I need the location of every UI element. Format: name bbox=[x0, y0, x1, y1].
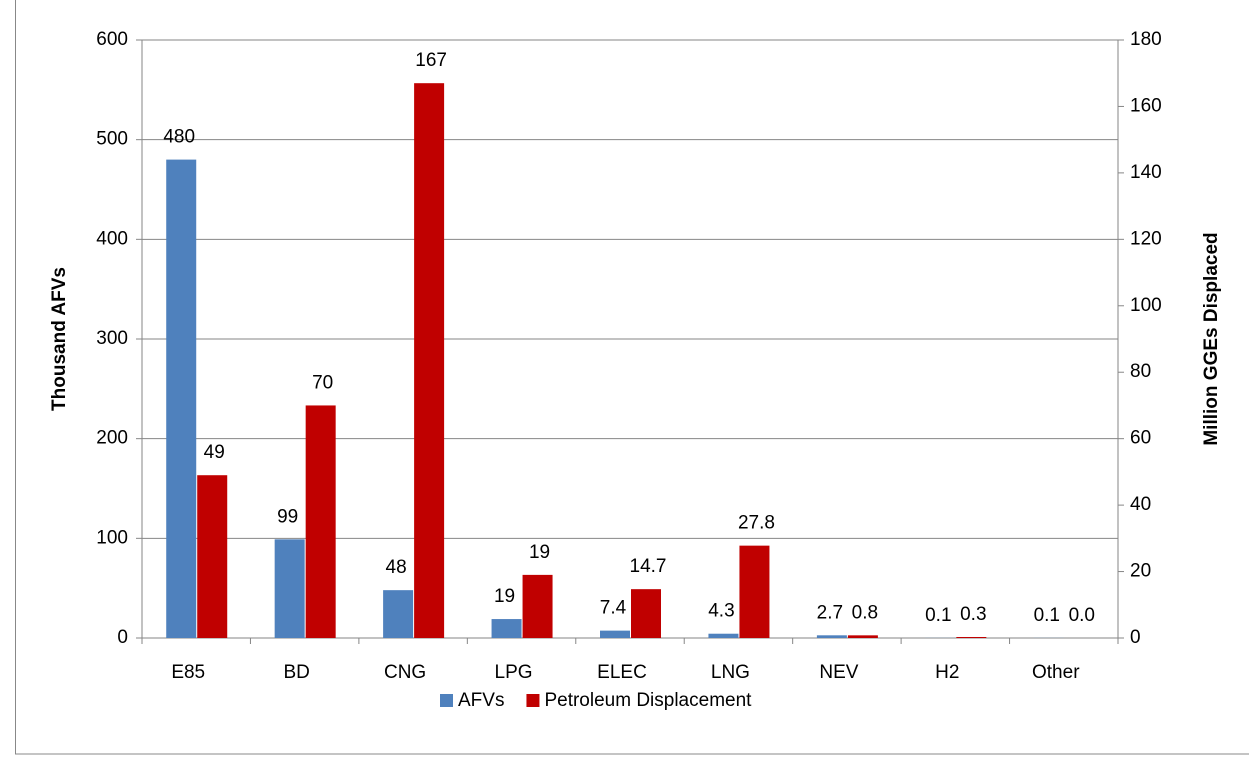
legend-label: AFVs bbox=[458, 690, 504, 711]
y-axis-title: Thousand AFVs bbox=[49, 267, 70, 411]
y2-tick-label: 80 bbox=[1130, 361, 1151, 382]
bar bbox=[414, 83, 445, 638]
y2-tick-label: 60 bbox=[1130, 428, 1151, 449]
y2-axis-title: Million GGEs Displaced bbox=[1201, 232, 1222, 445]
bar bbox=[305, 405, 336, 638]
data-label: 14.7 bbox=[630, 556, 667, 577]
y2-tick-label: 140 bbox=[1130, 162, 1162, 183]
bar bbox=[708, 633, 739, 638]
bar bbox=[600, 630, 630, 638]
bar bbox=[816, 635, 847, 638]
x-tick-label: BD bbox=[283, 662, 309, 683]
data-label: 70 bbox=[312, 372, 333, 393]
data-label: 99 bbox=[277, 506, 298, 527]
data-label: 49 bbox=[204, 442, 225, 463]
data-label: 19 bbox=[529, 542, 550, 563]
data-label: 167 bbox=[415, 50, 447, 71]
data-label: 480 bbox=[163, 127, 195, 148]
y-tick-label: 0 bbox=[117, 627, 128, 648]
y-tick-label: 200 bbox=[96, 428, 128, 449]
data-label: 0.3 bbox=[960, 604, 986, 625]
y-tick-label: 600 bbox=[96, 29, 128, 50]
bar bbox=[522, 574, 553, 638]
bar bbox=[166, 159, 197, 638]
data-label: 2.7 bbox=[817, 602, 843, 623]
x-tick-label: H2 bbox=[935, 662, 959, 683]
bar bbox=[956, 637, 987, 638]
x-tick-label: CNG bbox=[384, 662, 426, 683]
x-tick-label: ELEC bbox=[597, 662, 647, 683]
data-label: 27.8 bbox=[738, 513, 775, 534]
data-label: 0.0 bbox=[1069, 605, 1095, 626]
legend-label: Petroleum Displacement bbox=[544, 690, 752, 711]
x-tick-label: Other bbox=[1032, 662, 1080, 683]
y2-tick-label: 20 bbox=[1130, 561, 1151, 582]
data-label: 0.8 bbox=[852, 602, 878, 623]
data-label: 7.4 bbox=[600, 598, 627, 619]
bar bbox=[739, 545, 770, 638]
data-label: 4.3 bbox=[708, 601, 734, 622]
bar bbox=[274, 539, 305, 638]
y2-tick-label: 120 bbox=[1130, 228, 1162, 249]
y2-tick-label: 180 bbox=[1130, 29, 1162, 50]
data-label: 0.1 bbox=[1034, 605, 1060, 626]
y-tick-label: 100 bbox=[96, 527, 128, 548]
bar bbox=[383, 590, 414, 638]
data-label: 48 bbox=[386, 557, 407, 578]
legend-swatch bbox=[526, 694, 540, 707]
bar bbox=[847, 635, 878, 638]
data-label: 19 bbox=[494, 586, 515, 607]
y-tick-label: 500 bbox=[96, 129, 128, 150]
y2-tick-label: 160 bbox=[1130, 95, 1162, 116]
y2-tick-label: 0 bbox=[1130, 627, 1141, 648]
y2-tick-label: 100 bbox=[1130, 295, 1162, 316]
x-tick-label: E85 bbox=[171, 662, 205, 683]
y-tick-label: 300 bbox=[96, 328, 128, 349]
x-tick-label: LPG bbox=[495, 662, 533, 683]
bar bbox=[491, 619, 522, 638]
y-tick-label: 400 bbox=[96, 228, 128, 249]
data-label: 0.1 bbox=[925, 605, 951, 626]
bar bbox=[631, 589, 661, 638]
legend-swatch bbox=[440, 694, 453, 707]
chart-frame bbox=[15, 0, 1249, 755]
bar bbox=[197, 475, 228, 638]
y2-tick-label: 40 bbox=[1130, 494, 1151, 515]
x-tick-label: LNG bbox=[711, 662, 750, 683]
x-tick-label: NEV bbox=[819, 662, 858, 683]
